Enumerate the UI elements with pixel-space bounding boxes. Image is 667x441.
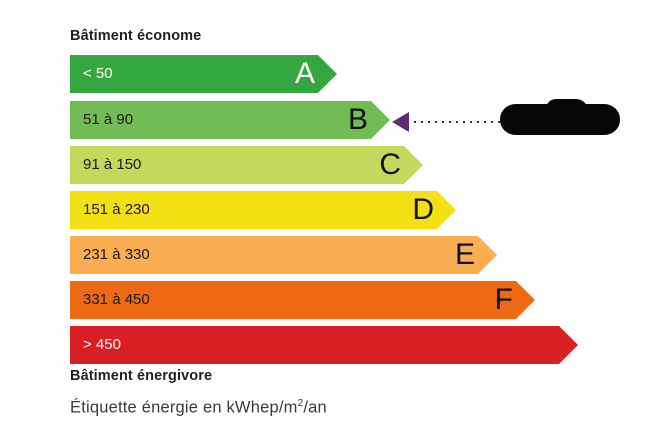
energy-class-bar-g: > 450 [70,326,578,364]
bar-shape-f [70,281,535,319]
pointer-dotted-line [414,121,501,123]
bar-letter-d: D [412,193,434,226]
unit-line: Étiquette énergie en kWhep/m2/an [70,398,327,418]
energy-class-bar-d: 151 à 230 D [70,191,456,229]
bar-shape-e [70,236,497,274]
bar-letter-b: B [347,103,368,136]
bar-range-b: 51 à 90 [83,111,134,128]
unit-suffix: /an [303,398,327,417]
energy-class-bar-a: < 50 A [70,55,337,93]
unit-exponent: 2 [297,398,304,409]
bar-range-e: 231 à 330 [83,246,150,263]
energy-class-bar-c: 91 à 150 C [70,146,423,184]
bar-shape-b [70,101,390,139]
bar-shape-d [70,191,456,229]
redaction-blob [500,99,620,135]
rating-pointer-group [392,99,632,141]
energy-class-bar-e: 231 à 330 E [70,236,497,274]
bar-shape-a [70,55,337,93]
bar-range-g: > 450 [83,336,121,353]
unit-prefix: Étiquette énergie en kWhep/m [70,398,298,417]
bar-letter-f: F [494,283,513,316]
bar-range-f: 331 à 450 [83,291,150,308]
bar-range-d: 151 à 230 [83,201,150,218]
top-caption: Bâtiment économe [70,28,202,44]
energy-class-bar-b: 51 à 90 B [70,101,390,139]
bar-shape-g [70,326,578,364]
energy-class-bar-f: 331 à 450 F [70,281,535,319]
bar-range-c: 91 à 150 [83,156,142,173]
bar-range-a: < 50 [83,65,113,82]
bar-letter-e: E [454,238,475,271]
bar-letter-a: A [294,57,315,90]
bottom-caption: Bâtiment énergivore [70,368,213,384]
pointer-triangle-icon [392,112,409,132]
bar-letter-c: C [379,148,401,181]
bar-shape-c [70,146,423,184]
